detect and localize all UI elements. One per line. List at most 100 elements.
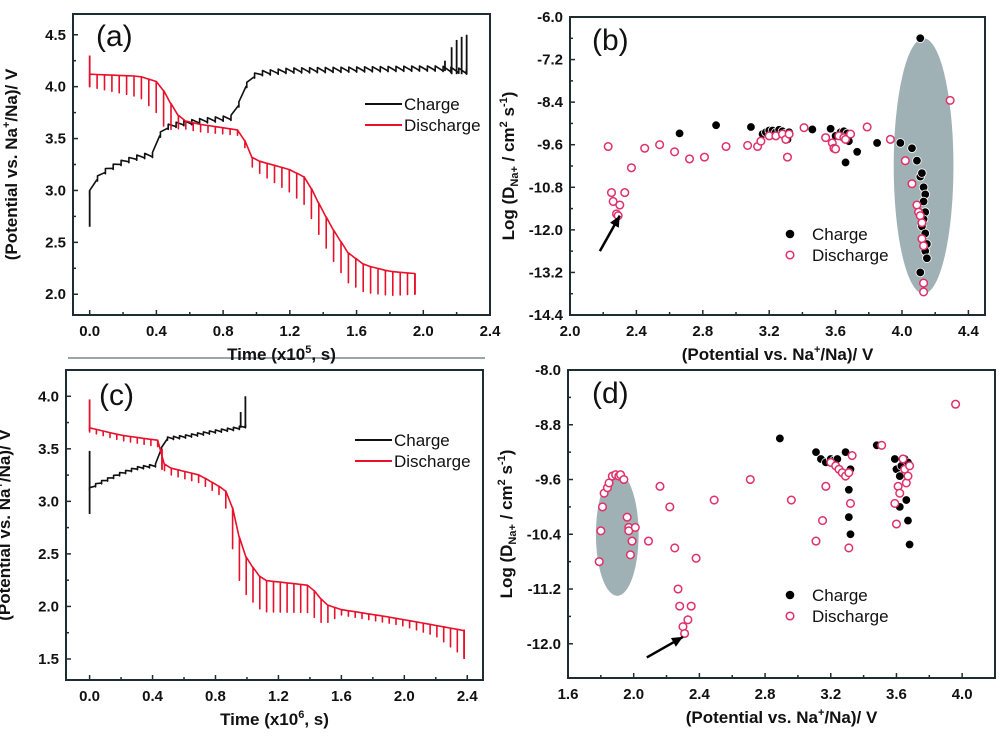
y-tick-label: -8.4	[537, 94, 564, 111]
data-point-discharge	[691, 553, 701, 563]
data-point-discharge	[898, 454, 908, 464]
data-point-discharge	[821, 133, 831, 143]
data-point-discharge	[784, 129, 794, 139]
data-point-discharge	[596, 526, 606, 536]
y-axis-title-text: /Na)/ V	[2, 68, 21, 122]
x-tick-label: 0.8	[213, 323, 234, 340]
x-tick-label: 2.0	[623, 686, 644, 703]
y-tick-label: -11.2	[528, 581, 561, 598]
axes-frame	[72, 13, 491, 316]
x-tick-label: 1.2	[268, 688, 289, 705]
legend: Charge Discharge	[785, 586, 889, 626]
y-axis-title: (Potential vs. Na+/Na)/ V	[0, 429, 14, 621]
y-axis-title-part: / cm	[499, 127, 518, 166]
plot-area	[603, 33, 955, 297]
data-point-discharge	[951, 399, 961, 409]
y-tick-label: 2.0	[45, 286, 66, 303]
data-point-charge	[912, 155, 922, 166]
y-tick-label: -12.0	[527, 636, 561, 653]
data-point-discharge	[643, 536, 654, 546]
data-point-discharge	[945, 95, 955, 105]
data-point-charge	[907, 143, 917, 153]
y-axis-title-part: 2	[496, 479, 508, 485]
y-axis-title-part: )	[499, 92, 518, 98]
series-discharge-line	[88, 73, 416, 296]
legend-label: Discharge	[812, 607, 889, 626]
x-tick-label: 3.2	[820, 686, 841, 703]
data-point-charge	[922, 253, 932, 263]
x-axis-title-text: /Na)/ V	[820, 345, 874, 364]
legend-label: Charge	[812, 225, 868, 244]
y-axis-title-part: s	[497, 465, 516, 479]
x-tick-label: 1.6	[346, 323, 367, 340]
x-tick-label: 2.4	[457, 688, 479, 705]
x-axis-title-superscript: 6	[298, 709, 304, 721]
data-point-discharge	[831, 144, 841, 154]
x-axis-title-text: Time (x10	[227, 345, 305, 364]
data-point-charge	[915, 267, 925, 278]
x-tick-label: 1.6	[331, 688, 352, 705]
x-tick-label: 1.2	[279, 323, 300, 340]
data-point-charge	[852, 147, 862, 157]
x-axis-title: (Potential vs. Na+/Na)/ V	[686, 707, 878, 727]
x-tick-label: 2.0	[413, 323, 434, 340]
data-point-discharge	[844, 543, 854, 553]
data-point-discharge	[597, 502, 608, 512]
data-point-charge	[825, 124, 836, 134]
data-point-discharge	[684, 154, 695, 164]
data-point-discharge	[606, 188, 617, 198]
data-point-charge	[903, 515, 913, 526]
y-axis-title-part: -1	[496, 455, 508, 465]
plot-area	[88, 396, 466, 659]
data-point-charge	[840, 157, 851, 168]
data-point-charge	[890, 454, 900, 464]
data-point-charge	[895, 138, 906, 148]
data-point-discharge	[919, 241, 929, 251]
y-axis-title-superscript: +	[1, 122, 13, 128]
data-point-charge	[711, 120, 721, 130]
x-tick-label: 4.0	[952, 686, 973, 703]
y-tick-label: 3.0	[38, 493, 59, 510]
y-axis-title-part: / cm	[497, 485, 516, 524]
x-tick-label: 2.4	[480, 323, 502, 340]
x-axis-title-superscript: 5	[305, 344, 311, 356]
data-point-charge	[775, 433, 785, 444]
x-tick-label: 3.2	[759, 323, 780, 340]
data-point-charge	[901, 495, 912, 505]
data-point-discharge	[622, 512, 632, 522]
x-tick-label: 2.4	[689, 686, 711, 703]
y-axis-title-part: 2	[498, 121, 510, 127]
data-point-discharge	[903, 471, 913, 481]
data-point-charge	[811, 447, 821, 457]
x-axis-title-text: Time (x10	[220, 710, 298, 729]
legend-label: Charge	[394, 431, 450, 450]
x-tick-label: 0.0	[79, 323, 100, 340]
highlight-ellipse	[893, 38, 954, 294]
y-tick-label: 3.5	[38, 441, 59, 458]
y-axis-title-part: Log (D	[497, 545, 516, 599]
y-axis-title-part: )	[497, 450, 516, 456]
x-axis-title-superscript: +	[818, 707, 824, 719]
x-axis-title-superscript: +	[814, 344, 820, 356]
plot-area	[594, 399, 961, 639]
data-point-discharge	[625, 550, 635, 560]
data-point-discharge	[845, 129, 856, 139]
panel-label: (c)	[99, 379, 134, 412]
x-tick-label: 0.8	[205, 688, 226, 705]
data-point-discharge	[680, 628, 690, 639]
arrow-head-icon	[670, 636, 683, 647]
x-tick-label: 2.0	[394, 688, 415, 705]
data-point-discharge	[821, 481, 831, 491]
data-point-discharge	[841, 134, 851, 144]
data-point-charge	[807, 124, 818, 135]
y-tick-label: 3.0	[45, 182, 66, 199]
data-point-charge	[915, 33, 925, 43]
data-point-discharge	[845, 498, 856, 509]
y-axis-title-text: (Potential vs. Na	[0, 488, 14, 621]
x-axis-title-text: , s)	[304, 710, 329, 729]
x-tick-label: 0.0	[79, 688, 100, 705]
x-tick-label: 2.4	[626, 323, 648, 340]
y-tick-label: -8.0	[535, 362, 561, 379]
panel-label: (d)	[592, 377, 629, 410]
y-tick-label: -8.8	[535, 417, 561, 434]
